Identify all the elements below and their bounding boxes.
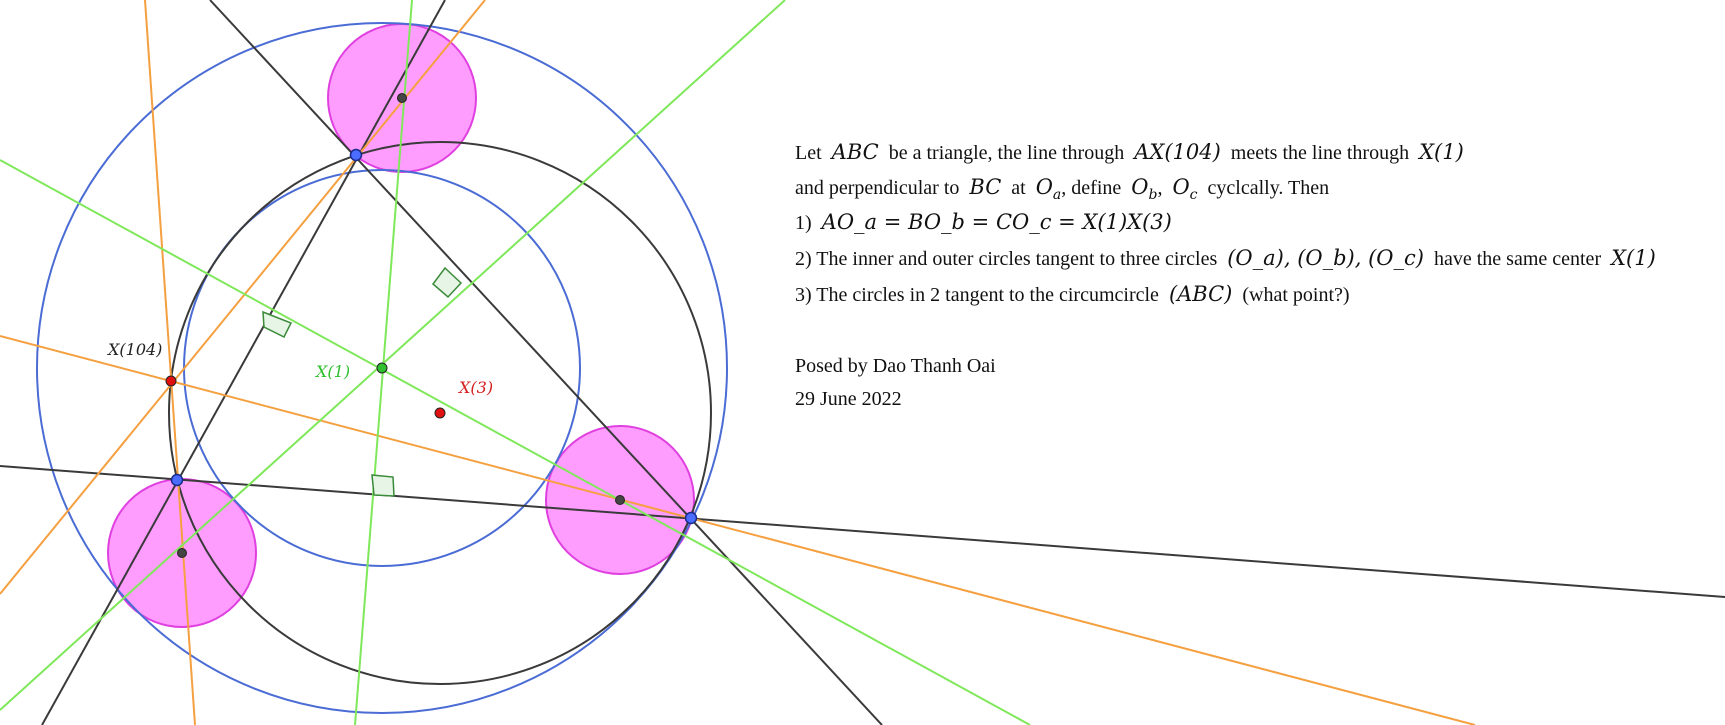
math-x1-center: X(1) bbox=[1611, 246, 1656, 270]
text-let: Let bbox=[795, 142, 822, 164]
text-same-center: have the same center bbox=[1433, 248, 1602, 270]
point-x104 bbox=[165, 375, 177, 387]
line-b-x104 bbox=[144, 0, 196, 725]
math-abc: ABC bbox=[831, 140, 879, 164]
outer-tangent-circle bbox=[36, 22, 728, 714]
text-meets-line: meets the line through bbox=[1230, 142, 1410, 164]
math-x1: X(1) bbox=[1419, 140, 1464, 164]
math-three-circles: (O_a), (O_b), (O_c) bbox=[1227, 246, 1424, 270]
label-x104: X(104) bbox=[108, 340, 163, 359]
vertex-c bbox=[684, 511, 698, 525]
math-ax104: AX(104) bbox=[1134, 140, 1221, 164]
vertex-a bbox=[349, 148, 363, 162]
line-ab bbox=[41, 0, 446, 725]
line-ac bbox=[209, 0, 883, 725]
text-comma: , bbox=[1157, 177, 1163, 199]
right-angle-mark-ac bbox=[431, 266, 463, 299]
label-x1: X(1) bbox=[316, 362, 351, 381]
statement-line-5: 3) The circles in 2 tangent to the circu… bbox=[795, 282, 1350, 307]
statement-line-4: 2) The inner and outer circles tangent t… bbox=[795, 246, 1656, 271]
right-angle-mark-ab bbox=[262, 310, 293, 339]
perp-ac-x1 bbox=[0, 0, 786, 711]
text-item-2: 2) The inner and outer circles tangent t… bbox=[795, 248, 1218, 270]
text-item-1: 1) bbox=[795, 212, 812, 234]
date-line: 29 June 2022 bbox=[795, 388, 902, 410]
text-at: at bbox=[1011, 177, 1026, 199]
label-x3: X(3) bbox=[459, 378, 494, 397]
math-circumcircle: (ABC) bbox=[1168, 282, 1233, 306]
text-be-a-triangle: be a triangle, the line through bbox=[888, 142, 1125, 164]
math-bc: BC bbox=[969, 175, 1002, 199]
point-oc bbox=[615, 495, 625, 505]
point-x3 bbox=[434, 407, 446, 419]
point-oa bbox=[397, 93, 407, 103]
text-cyclically: cyclcally. Then bbox=[1207, 177, 1330, 199]
vertex-b bbox=[170, 473, 184, 487]
perp-ab-x1 bbox=[0, 159, 1031, 725]
line-a-x104 bbox=[0, 0, 486, 595]
circumcircle bbox=[168, 141, 712, 685]
math-oc: Oc bbox=[1172, 175, 1198, 204]
point-ob bbox=[177, 548, 187, 558]
statement-line-2: and perpendicular to BC at Oa, define Ob… bbox=[795, 175, 1329, 203]
statement-line-3: 1) AO_a = BO_b = CO_c = X(1)X(3) bbox=[795, 210, 1172, 235]
author-line: Posed by Dao Thanh Oai bbox=[795, 355, 996, 377]
right-angle-mark-bc bbox=[371, 474, 395, 497]
text-what-point: (what point?) bbox=[1242, 284, 1350, 306]
math-equal-lengths: AO_a = BO_b = CO_c = X(1)X(3) bbox=[821, 210, 1172, 234]
statement-line-1: Let ABC be a triangle, the line through … bbox=[795, 140, 1464, 165]
text-perpendicular: and perpendicular to bbox=[795, 177, 960, 199]
text-define: , define bbox=[1061, 177, 1122, 199]
line-bc bbox=[0, 465, 1725, 598]
math-oa: Oa bbox=[1035, 175, 1062, 204]
math-ob: Ob bbox=[1131, 175, 1158, 204]
text-item-3: 3) The circles in 2 tangent to the circu… bbox=[795, 284, 1159, 306]
point-x1 bbox=[376, 362, 388, 374]
line-c-x104 bbox=[0, 335, 1476, 725]
